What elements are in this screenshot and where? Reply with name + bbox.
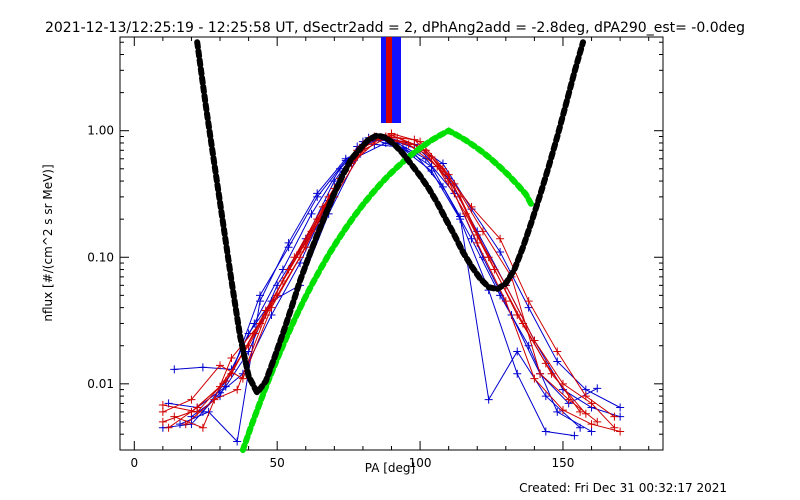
marker-red <box>473 238 482 247</box>
marker-red <box>484 253 493 262</box>
marker-red <box>547 369 556 378</box>
marker-blue <box>467 234 476 243</box>
series-black-13 <box>194 39 586 399</box>
x-axis-label: PA [deg] <box>365 461 415 475</box>
marker-red <box>227 369 236 378</box>
marker-red <box>450 179 459 188</box>
marker-red <box>581 409 590 418</box>
marker-blue <box>170 365 179 374</box>
series-green-12 <box>239 127 535 453</box>
marker-red <box>478 227 487 236</box>
marker-red <box>576 407 585 416</box>
marker-blue <box>593 384 602 393</box>
marker-red <box>593 417 602 426</box>
marker-red <box>461 209 470 218</box>
y-tick-label: 0.01 <box>87 377 114 391</box>
bar-red <box>386 37 392 123</box>
marker-red <box>518 319 527 328</box>
marker-blue <box>484 395 493 404</box>
marker-red <box>587 399 596 408</box>
marker-red <box>456 192 465 201</box>
marker-red <box>296 248 305 257</box>
series-red-11 <box>162 134 621 432</box>
marker-red <box>181 420 190 429</box>
marker-blue <box>313 192 322 201</box>
marker-blue <box>307 209 316 218</box>
series-blue-4 <box>191 142 592 432</box>
series-layer <box>158 39 625 453</box>
marker-red <box>610 412 619 421</box>
x-tick-label: 50 <box>270 456 285 470</box>
marker-red <box>490 265 499 274</box>
marker-blue <box>587 427 596 436</box>
marker-blue <box>513 369 522 378</box>
marker-red <box>318 202 327 211</box>
marker-red <box>170 412 179 421</box>
marker-red <box>387 131 396 140</box>
axes: 0 50 100 150 0.01 0.10 1.00 <box>87 37 663 470</box>
marker-blue <box>541 427 550 436</box>
marker-red <box>398 137 407 146</box>
marker-red <box>501 297 510 306</box>
footer-created: Created: Fri Dec 31 00:32:17 2021 <box>519 481 727 495</box>
marker-red <box>587 420 596 429</box>
marker-red <box>193 407 202 416</box>
x-tick-label: 0 <box>130 456 138 470</box>
marker-blue <box>553 407 562 416</box>
marker-red <box>158 417 167 426</box>
y-tick-label: 1.00 <box>87 124 114 138</box>
marker-blue <box>570 431 579 440</box>
marker-blue <box>541 392 550 401</box>
marker-red <box>444 177 453 186</box>
marker-blue <box>496 248 505 257</box>
marker-red <box>198 423 207 432</box>
marker-blue <box>198 363 207 372</box>
series-red-9 <box>174 135 581 429</box>
marker-blue <box>553 357 562 366</box>
marker-red <box>158 401 167 410</box>
marker-red <box>581 392 590 401</box>
y-tick-label: 0.10 <box>87 250 114 264</box>
marker-blue <box>456 215 465 224</box>
marker-red <box>616 427 625 436</box>
marker-red <box>158 407 167 416</box>
marker-blue <box>421 154 430 163</box>
marker-red <box>210 395 219 404</box>
marker-red <box>227 353 236 362</box>
x-tick-label: 100 <box>409 456 432 470</box>
marker-blue <box>427 167 436 176</box>
marker-blue <box>233 437 242 446</box>
x-tick-label: 150 <box>552 456 575 470</box>
marker-red <box>261 306 270 315</box>
marker-red <box>524 297 533 306</box>
marker-red <box>536 369 545 378</box>
marker-red <box>553 347 562 356</box>
marker-red <box>233 385 242 394</box>
marker-blue <box>284 243 293 252</box>
marker-red <box>164 423 173 432</box>
series-blue-5 <box>202 139 575 437</box>
marker-blue <box>256 291 265 300</box>
marker-blue <box>616 403 625 412</box>
chart-title: 2021-12-13/12:25:19 - 12:25:58 UT, dSect… <box>45 20 745 36</box>
marker-red <box>558 406 567 415</box>
y-axis-label: nflux [#/(cm^2 s sr MeV)] <box>41 164 55 321</box>
marker-red <box>221 377 230 386</box>
marker-red <box>496 234 505 243</box>
marker-red <box>216 361 225 370</box>
marker-red <box>187 395 196 404</box>
marker-red <box>467 202 476 211</box>
marker-red <box>530 374 539 383</box>
marker-blue <box>513 347 522 356</box>
